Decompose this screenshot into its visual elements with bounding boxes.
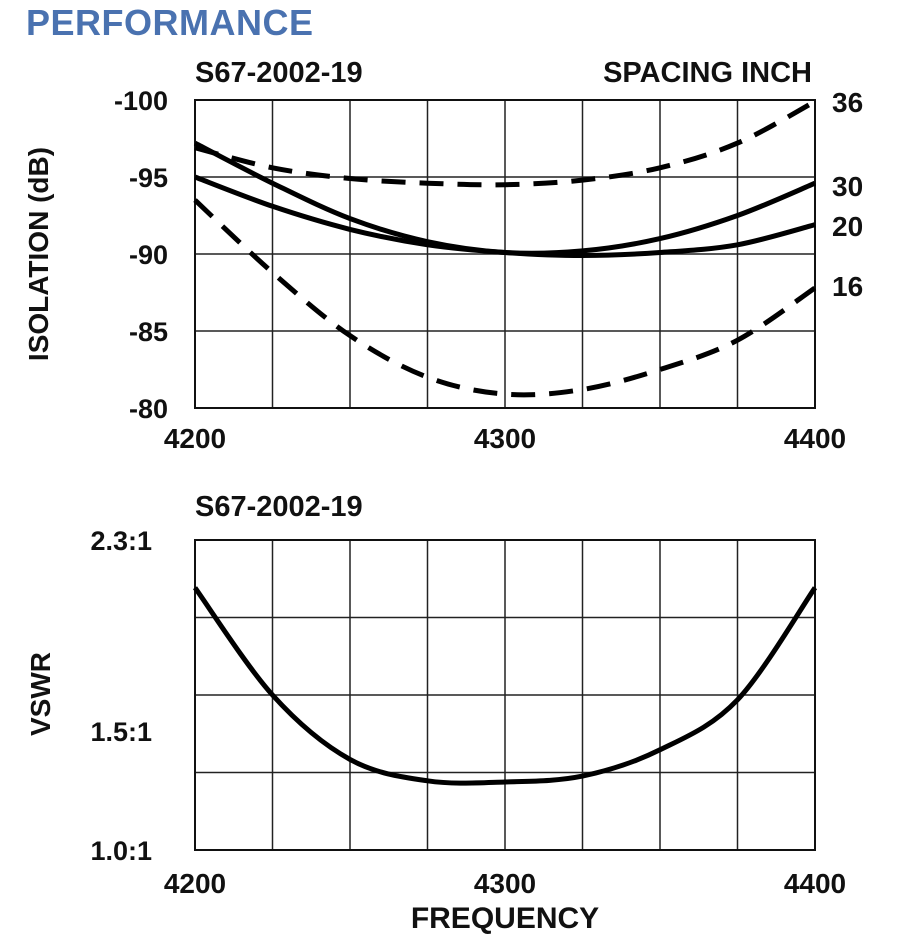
- chart-title: S67-2002-19: [195, 491, 363, 523]
- series-label-36: 36: [832, 87, 863, 118]
- plot-frame: [194, 539, 816, 851]
- y-tick-label: -85: [129, 317, 168, 347]
- y-tick-label: 1.5:1: [90, 717, 152, 747]
- x-axis-label: FREQUENCY: [411, 902, 599, 935]
- y-tick-label: -100: [114, 86, 168, 116]
- x-tick-label: 4300: [474, 868, 536, 899]
- legend-title: SPACING INCH: [603, 57, 812, 89]
- x-tick-label: 4400: [784, 868, 846, 899]
- series-label-16: 16: [832, 271, 863, 302]
- x-tick-label: 4300: [474, 423, 536, 454]
- y-tick-label: 2.3:1: [90, 526, 152, 556]
- x-tick-label: 4200: [164, 868, 226, 899]
- x-tick-label: 4200: [164, 423, 226, 454]
- series-line-vswr: [192, 586, 818, 786]
- page-title: PERFORMANCE: [26, 2, 314, 43]
- y-tick-label: 1.0:1: [90, 836, 152, 866]
- plot-frame: [194, 99, 816, 409]
- y-tick-label: -95: [129, 163, 168, 193]
- series-label-30: 30: [832, 171, 863, 202]
- chart-title: S67-2002-19: [195, 57, 363, 89]
- y-tick-label: -80: [129, 394, 168, 424]
- y-axis-label: VSWR: [25, 652, 56, 736]
- y-tick-label: -90: [129, 240, 168, 270]
- y-axis-label: ISOLATION (dB): [23, 147, 54, 361]
- series-line-16: [193, 198, 817, 398]
- series-label-20: 20: [832, 211, 863, 242]
- x-tick-label: 4400: [784, 423, 846, 454]
- series-line-36: [194, 99, 817, 188]
- series-line-20: [194, 174, 816, 259]
